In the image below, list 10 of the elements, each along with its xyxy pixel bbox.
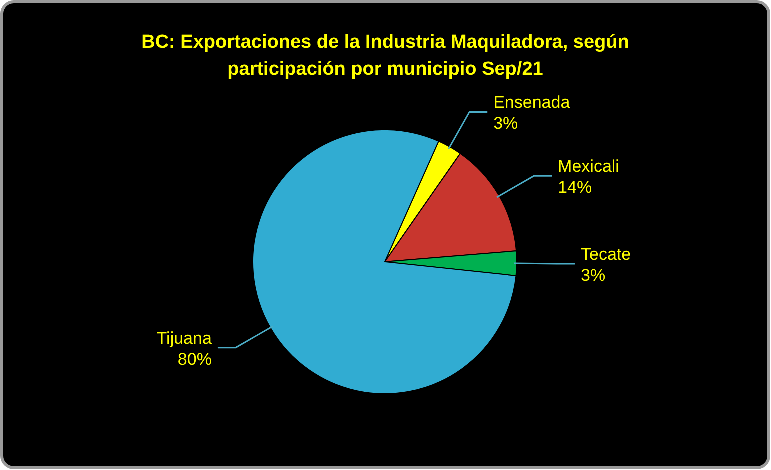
- slice-label: Tecate: [580, 244, 632, 264]
- data-label: 14%: [558, 178, 592, 198]
- chart-title: BC: Exportaciones de la Industria Maquiladora, según participación por municipio Sep/21: [142, 32, 630, 80]
- data-label: 80%: [178, 350, 212, 369]
- slice-label: Ensenada: [494, 93, 571, 112]
- data-label: 3%: [494, 114, 518, 134]
- pie-slice: [252, 130, 517, 394]
- slice-label: Tijuana: [156, 328, 212, 348]
- data-label: 3%: [580, 266, 606, 285]
- slice-label: Mexicali: [558, 157, 620, 176]
